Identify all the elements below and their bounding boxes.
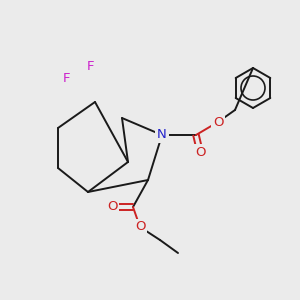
Text: N: N [157, 128, 167, 142]
Text: O: O [213, 116, 223, 128]
Text: O: O [135, 220, 145, 233]
Text: O: O [107, 200, 117, 214]
Text: F: F [63, 71, 71, 85]
Text: O: O [195, 146, 205, 158]
Text: F: F [86, 61, 94, 74]
